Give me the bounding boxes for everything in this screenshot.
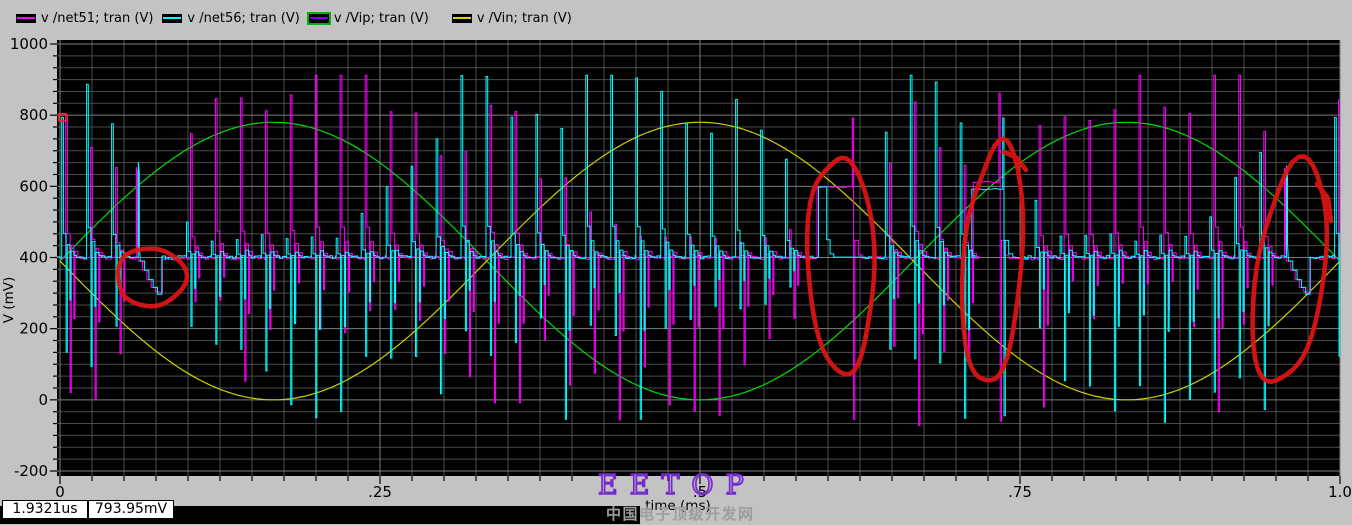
- legend-item-net56[interactable]: v /net56; tran (V): [162, 10, 300, 26]
- traces: [57, 74, 1340, 426]
- y-tick-label: 1000: [10, 35, 48, 53]
- annotation-circles: [115, 136, 1334, 384]
- trace-swatch-vin: [451, 13, 472, 23]
- legend-item-vin[interactable]: v /Vin; tran (V): [451, 10, 572, 26]
- y-tick-label: 600: [19, 177, 48, 195]
- trace-v /Vin; tran (V): [59, 121, 1340, 401]
- legend-label: v /Vip; tran (V): [333, 10, 429, 26]
- cursor-marker[interactable]: [58, 113, 67, 122]
- y-tick-label: 400: [19, 249, 48, 267]
- trace-v /net51; tran (V): [57, 74, 1340, 426]
- y-tick-label: 200: [19, 320, 48, 338]
- annotation-tail: [1001, 149, 1029, 173]
- x-tick-label: .75: [1008, 483, 1032, 501]
- y-axis-title: V (mV): [1, 277, 17, 323]
- trace-swatch-net51: [16, 13, 36, 23]
- x-axis-title: time (ms): [645, 498, 711, 514]
- annotation-ellipse: [1250, 154, 1330, 384]
- legend-label: v /net56; tran (V): [187, 10, 300, 26]
- annotation-tail: [1314, 181, 1334, 224]
- watermark-chinese: 中国电子顶级开发网: [606, 505, 755, 523]
- x-tick-label: 0: [55, 483, 65, 501]
- x-tick-label: 1.0: [1328, 483, 1352, 501]
- trace-v /net56; tran (V): [57, 74, 1340, 423]
- cursor-time-box: 1.9321us: [2, 500, 88, 519]
- trace-v /Vip; tran (V): [59, 121, 1340, 401]
- trace-swatch-net56: [162, 13, 183, 23]
- y-tick-label: -200: [14, 462, 48, 480]
- legend-label: v /Vin; tran (V): [476, 10, 572, 26]
- cursor-value-box: 793.95mV: [88, 500, 174, 519]
- trace-swatch-vip: [306, 11, 331, 25]
- watermark-eetop: EETOP: [597, 469, 756, 502]
- axes: 1000 800 600 400 200 0 -200 0 .25 .5 .75 1.0 time (m…: [1, 35, 1352, 514]
- annotation-ellipse: [115, 246, 190, 309]
- y-tick-label: 0: [38, 391, 48, 409]
- legend: v /net51; tran (V) v /net56; tran (V) v …: [16, 8, 572, 28]
- legend-item-vip[interactable]: v /Vip; tran (V): [306, 10, 429, 26]
- x-tick-label: .5: [693, 483, 707, 501]
- legend-label: v /net51; tran (V): [41, 10, 154, 26]
- annotation-ellipse: [804, 155, 877, 377]
- x-tick-label: .25: [368, 483, 392, 501]
- legend-item-net51[interactable]: v /net51; tran (V): [16, 11, 153, 26]
- y-tick-label: 800: [19, 106, 48, 124]
